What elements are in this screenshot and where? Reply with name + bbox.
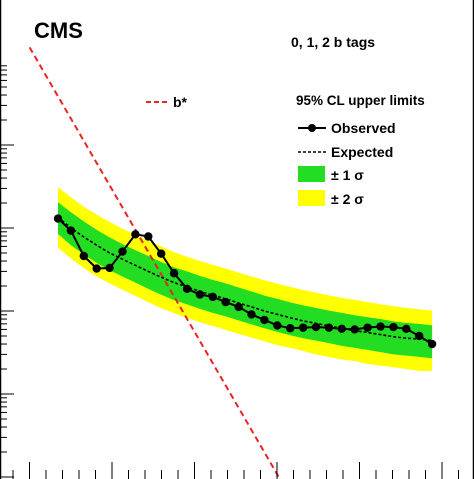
- observed-point: [92, 264, 101, 273]
- observed-limit-line: [53, 214, 437, 349]
- observed-point: [402, 324, 411, 334]
- observed-point: [350, 325, 359, 334]
- expected-limit-line: [57, 216, 433, 342]
- legend-two-sigma-swatch: [298, 190, 325, 206]
- observed-point: [79, 251, 89, 261]
- observed-point: [221, 297, 230, 307]
- legend-one-sigma-label: ± 1 σ: [331, 167, 364, 183]
- observed-point: [53, 214, 63, 223]
- observed-point: [273, 321, 282, 330]
- legend-two-sigma-label: ± 2 σ: [331, 191, 364, 207]
- observed-point: [195, 290, 205, 299]
- bstar-line: [28, 46, 282, 479]
- observed-point: [298, 323, 308, 332]
- observed-point: [247, 310, 256, 319]
- legend-expected-label: Expected: [331, 144, 393, 160]
- legend-one-sigma-swatch: [298, 166, 325, 182]
- observed-point: [66, 226, 76, 235]
- observed-point: [131, 230, 140, 239]
- observed-point: [415, 331, 424, 341]
- observed-point: [311, 322, 321, 332]
- legend-observed-marker: [308, 124, 316, 132]
- observed-point: [427, 339, 437, 349]
- one-sigma-band: [58, 202, 433, 359]
- experiment-label: CMS: [34, 18, 83, 43]
- observed-point: [118, 247, 127, 256]
- legend-theory-label: b*: [173, 94, 188, 110]
- observed-point: [324, 323, 334, 332]
- bstar-theory-curve: [28, 46, 282, 479]
- one-sigma-band-area: [58, 202, 433, 359]
- category-label: 0, 1, 2 b tags: [291, 34, 375, 50]
- observed-point: [105, 263, 114, 273]
- observed-point: [208, 292, 217, 302]
- observed-point: [234, 302, 243, 312]
- observed-point: [376, 322, 385, 331]
- observed-point: [337, 324, 346, 334]
- observed-point: [363, 323, 372, 332]
- observed-point: [389, 322, 398, 332]
- observed-point: [286, 324, 295, 333]
- expected-line-path: [57, 216, 433, 342]
- observed-point: [182, 284, 192, 294]
- observed-point: [157, 249, 166, 258]
- legend-observed-label: Observed: [331, 120, 396, 136]
- legend-title: 95% CL upper limits: [296, 93, 425, 108]
- observed-point: [144, 232, 153, 241]
- observed-point: [169, 269, 179, 278]
- observed-point: [260, 315, 269, 325]
- legend: b* 95% CL upper limits Observed Expected…: [146, 93, 425, 207]
